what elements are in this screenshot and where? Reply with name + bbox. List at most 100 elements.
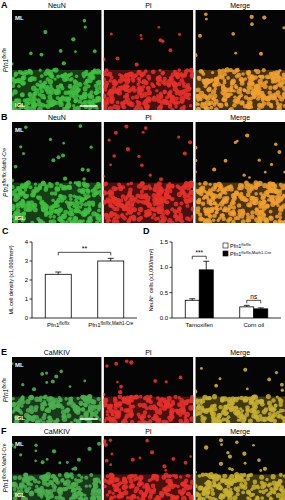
cell bbox=[17, 84, 21, 88]
genotype-label: Pfn1flx/flx bbox=[2, 47, 9, 72]
cell bbox=[203, 221, 207, 223]
cell bbox=[85, 79, 89, 83]
cell bbox=[250, 15, 254, 19]
igl-band bbox=[104, 183, 194, 223]
cell bbox=[279, 97, 284, 102]
cell bbox=[262, 68, 266, 72]
cell bbox=[225, 196, 230, 201]
cell bbox=[255, 83, 259, 87]
cell bbox=[254, 192, 258, 196]
cell bbox=[61, 410, 66, 415]
cell bbox=[21, 383, 24, 386]
cell bbox=[61, 153, 65, 157]
cell bbox=[88, 101, 92, 105]
igl-band bbox=[195, 183, 285, 223]
cell bbox=[180, 189, 185, 194]
cell bbox=[81, 167, 85, 171]
cell bbox=[227, 87, 232, 92]
cell bbox=[173, 215, 176, 218]
cell bbox=[180, 219, 184, 223]
cell bbox=[59, 83, 63, 87]
cell bbox=[66, 97, 70, 101]
cell bbox=[147, 98, 152, 103]
cell bbox=[33, 207, 38, 212]
cell bbox=[175, 91, 179, 95]
text-superscript: flx/flx bbox=[2, 47, 7, 59]
cell bbox=[104, 393, 106, 396]
cell bbox=[79, 402, 83, 406]
cell bbox=[70, 421, 74, 423]
cell bbox=[31, 416, 36, 421]
cell bbox=[217, 219, 220, 222]
cell bbox=[245, 133, 249, 137]
cell bbox=[137, 155, 140, 158]
cell bbox=[93, 413, 97, 417]
cell bbox=[127, 183, 130, 186]
cell bbox=[184, 419, 190, 423]
cell bbox=[203, 106, 207, 110]
cell bbox=[45, 381, 48, 384]
cell bbox=[271, 95, 276, 100]
cell bbox=[84, 25, 87, 28]
cell bbox=[29, 70, 34, 75]
cell bbox=[191, 72, 194, 77]
cell bbox=[108, 219, 111, 222]
cell bbox=[116, 56, 120, 60]
cell bbox=[201, 201, 205, 205]
cell bbox=[270, 74, 274, 78]
cell bbox=[282, 93, 285, 97]
cell bbox=[48, 401, 53, 406]
cell bbox=[44, 409, 47, 412]
cell bbox=[95, 221, 100, 223]
cell bbox=[22, 152, 25, 155]
cell bbox=[236, 140, 239, 143]
cell bbox=[45, 371, 48, 374]
cell bbox=[231, 220, 235, 223]
cell bbox=[92, 204, 95, 207]
cell bbox=[68, 84, 73, 89]
cell bbox=[51, 198, 54, 201]
cell bbox=[173, 395, 177, 399]
cell bbox=[20, 202, 25, 207]
cell bbox=[139, 200, 143, 204]
cell bbox=[20, 92, 25, 97]
cell bbox=[164, 100, 169, 105]
cell bbox=[213, 94, 218, 99]
cell bbox=[235, 74, 239, 78]
cell bbox=[126, 147, 130, 151]
cell bbox=[130, 420, 134, 423]
cell bbox=[59, 403, 62, 406]
cell bbox=[189, 416, 193, 421]
cell bbox=[112, 80, 117, 85]
cell bbox=[116, 101, 120, 105]
cell bbox=[12, 206, 15, 211]
genotype-label: Pfn1flx/flx,Math1-Cre bbox=[2, 148, 9, 197]
cell bbox=[265, 80, 269, 84]
cell bbox=[125, 359, 129, 363]
cell bbox=[139, 216, 143, 220]
cell bbox=[224, 207, 229, 212]
cell bbox=[124, 198, 127, 201]
cell bbox=[104, 77, 106, 81]
cell bbox=[188, 140, 192, 144]
cell bbox=[123, 86, 127, 90]
cell bbox=[43, 96, 46, 99]
cell bbox=[72, 219, 77, 223]
cell bbox=[245, 198, 249, 202]
micrograph bbox=[195, 122, 285, 223]
cell bbox=[258, 75, 261, 78]
cell bbox=[44, 213, 48, 217]
cell bbox=[77, 183, 81, 187]
cell bbox=[159, 177, 163, 181]
cell bbox=[188, 399, 192, 403]
cell bbox=[94, 91, 98, 95]
cell bbox=[156, 206, 161, 211]
cell bbox=[75, 74, 79, 78]
cell bbox=[179, 376, 183, 380]
cell bbox=[57, 213, 60, 216]
cell bbox=[98, 86, 102, 91]
cell bbox=[125, 77, 130, 82]
cell bbox=[250, 22, 254, 26]
cell bbox=[81, 407, 85, 411]
cell bbox=[141, 181, 145, 185]
